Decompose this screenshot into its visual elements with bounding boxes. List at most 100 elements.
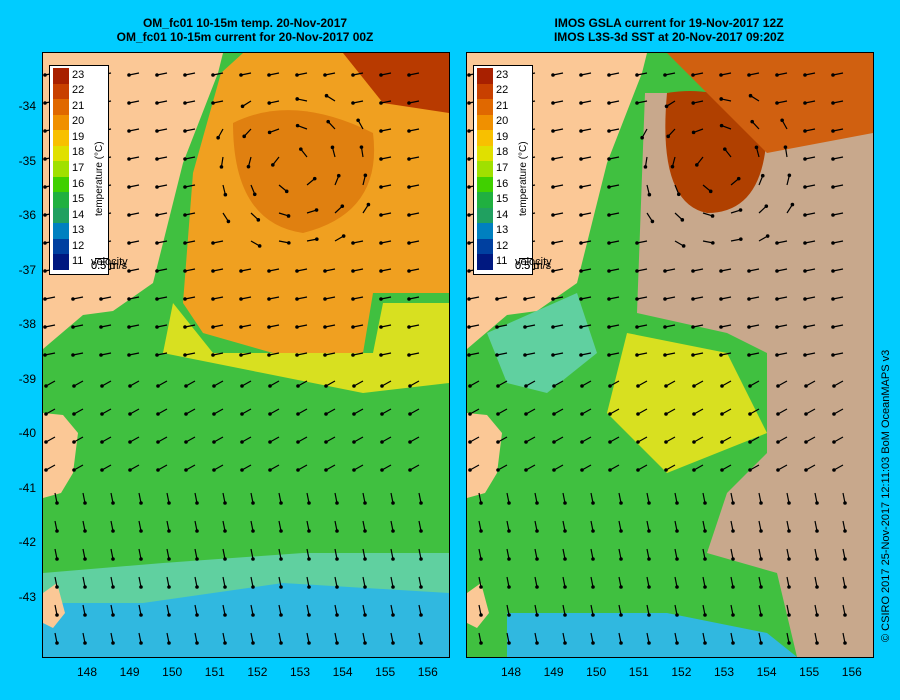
longitude-label: 150	[162, 665, 183, 679]
current-arrow-head	[676, 192, 681, 197]
current-arrow-head	[335, 501, 339, 505]
current-arrow-head	[507, 557, 511, 561]
current-arrow-head	[635, 325, 639, 329]
colorbar-swatch	[477, 238, 493, 255]
current-arrow-head	[363, 529, 367, 533]
current-arrow-head	[759, 557, 763, 561]
current-arrow-head	[195, 501, 199, 505]
current-arrow-head	[831, 297, 835, 301]
colorbar-swatch	[477, 99, 493, 116]
left-panel-title: OM_fc01 10-15m temp. 20-Nov-2017 OM_fc01…	[42, 16, 448, 44]
current-arrow-head	[167, 529, 171, 533]
current-arrow-head	[608, 412, 612, 416]
colorbar-swatch	[53, 161, 69, 178]
current-arrow-head	[212, 412, 216, 416]
current-arrow-head	[843, 529, 847, 533]
current-arrow-head	[267, 130, 272, 135]
current-arrow-head	[380, 384, 384, 388]
colorbar-label: 19	[72, 130, 85, 143]
current-arrow-head	[467, 129, 471, 133]
current-arrow-head	[184, 440, 188, 444]
current-arrow-head	[155, 129, 159, 133]
colorbar-label: 21	[496, 99, 509, 112]
current-arrow-head	[535, 585, 539, 589]
current-arrow-head	[831, 73, 835, 77]
longitude-label: 155	[375, 665, 396, 679]
current-arrow-head	[607, 213, 611, 217]
current-arrow-head	[775, 101, 779, 105]
current-arrow-head	[267, 269, 271, 273]
current-arrow-head	[675, 557, 679, 561]
current-arrow-head	[552, 412, 556, 416]
colorbar-label: 14	[72, 208, 85, 221]
current-arrow-head	[295, 123, 300, 128]
current-arrow-head	[579, 269, 583, 273]
current-arrow-head	[167, 585, 171, 589]
current-arrow-head	[664, 412, 668, 416]
current-arrow-head	[139, 557, 143, 561]
current-arrow-head	[775, 73, 779, 77]
current-arrow-head	[720, 412, 724, 416]
current-arrow-head	[580, 468, 584, 472]
colorbar-swatch	[53, 207, 69, 224]
current-arrow-head	[307, 557, 311, 561]
current-arrow-head	[787, 613, 791, 617]
current-arrow-head	[579, 213, 583, 217]
current-arrow-head	[239, 297, 243, 301]
current-arrow-head	[551, 185, 555, 189]
current-arrow-head	[711, 241, 715, 245]
current-arrow-head	[195, 585, 199, 589]
current-arrow-head	[407, 241, 411, 245]
current-arrow-head	[99, 297, 103, 301]
current-arrow-head	[731, 613, 735, 617]
current-arrow-head	[635, 269, 639, 273]
colorbar-label: 23	[496, 68, 509, 81]
current-arrow-head	[607, 241, 611, 245]
current-arrow-head	[211, 269, 215, 273]
colorbar-swatch	[53, 130, 69, 147]
current-arrow-head	[467, 325, 471, 329]
current-arrow-head	[468, 412, 472, 416]
current-arrow-head	[468, 440, 472, 444]
current-arrow-head	[703, 501, 707, 505]
current-arrow-head	[324, 412, 328, 416]
current-arrow-head	[239, 73, 243, 77]
current-arrow-head	[831, 101, 835, 105]
current-arrow-head	[407, 73, 411, 77]
current-arrow-head	[496, 384, 500, 388]
current-arrow-head	[831, 213, 835, 217]
current-arrow-head	[551, 241, 555, 245]
current-arrow-head	[636, 412, 640, 416]
current-arrow-head	[843, 501, 847, 505]
current-arrow-head	[72, 412, 76, 416]
longitude-label: 156	[417, 665, 438, 679]
current-arrow-head	[787, 529, 791, 533]
current-arrow-head	[731, 641, 735, 645]
current-arrow-head	[607, 353, 611, 357]
current-arrow-head	[551, 325, 555, 329]
current-arrow-head	[296, 384, 300, 388]
current-arrow-head	[183, 129, 187, 133]
current-arrow-head	[267, 73, 271, 77]
current-arrow-head	[340, 204, 345, 208]
current-arrow-head	[330, 145, 335, 150]
colorbar-label: 20	[496, 115, 509, 128]
current-arrow-head	[636, 468, 640, 472]
hot-water-north	[343, 53, 449, 113]
current-arrow-head	[43, 157, 47, 161]
current-arrow-head	[607, 297, 611, 301]
current-arrow-head	[55, 529, 59, 533]
current-arrow-head	[167, 501, 171, 505]
current-arrow-head	[335, 529, 339, 533]
current-arrow-head	[552, 468, 556, 472]
current-arrow-head	[271, 163, 275, 167]
current-arrow-head	[336, 173, 341, 178]
current-arrow-head	[127, 353, 131, 357]
current-arrow-head	[155, 101, 159, 105]
current-arrow-head	[55, 557, 59, 561]
current-arrow-head	[843, 557, 847, 561]
velocity-arrow	[519, 258, 533, 259]
current-arrow-head	[72, 440, 76, 444]
current-arrow-head	[479, 641, 483, 645]
tasmania-coast	[467, 413, 502, 498]
